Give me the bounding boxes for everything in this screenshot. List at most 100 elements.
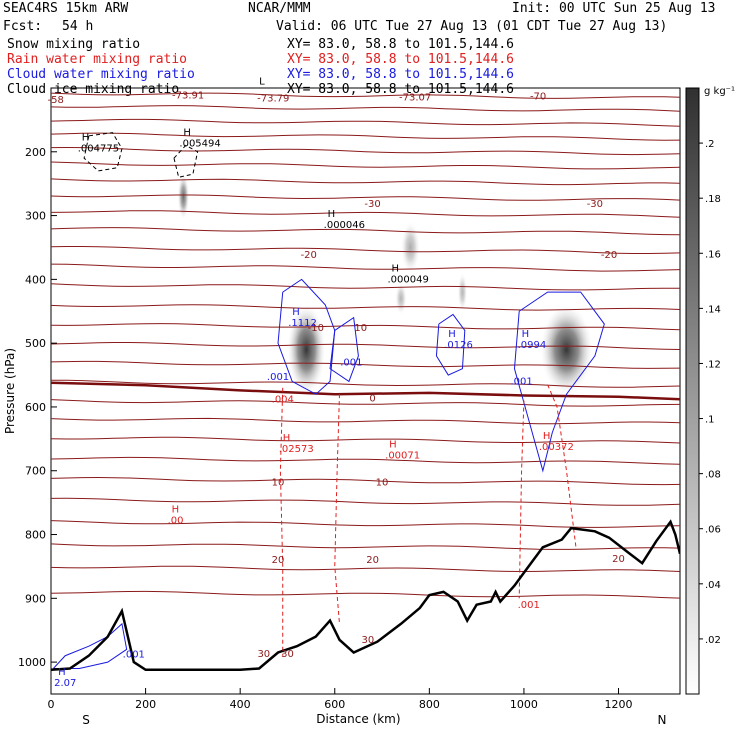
isotherm-line xyxy=(51,379,680,388)
isotherm-line xyxy=(51,360,680,369)
extremum-marker: H xyxy=(448,329,456,340)
field-snow-name: Snow mixing ratio xyxy=(7,37,140,52)
extremum-marker: H xyxy=(58,667,66,678)
isotherm-line xyxy=(51,263,680,272)
isotherm-line xyxy=(51,118,680,127)
isotherm-line xyxy=(51,178,680,186)
y-tick-label: 700 xyxy=(25,465,46,478)
colorbar-tick-label: .16 xyxy=(705,249,721,260)
isotherm-line xyxy=(51,246,680,254)
north-end-label: N xyxy=(658,713,667,727)
isotherm-label: -73.07 xyxy=(399,92,431,103)
rain-contour xyxy=(518,400,525,599)
plot-area xyxy=(51,92,680,672)
mixing-ratio-shading xyxy=(457,272,468,312)
colorbar-unit: g kg⁻¹ xyxy=(704,86,735,97)
extremum-marker: H xyxy=(328,209,336,220)
y-tick-label: 800 xyxy=(25,529,46,542)
isotherm-line xyxy=(51,497,680,506)
isotherm-line xyxy=(51,105,680,112)
isotherm-label: 0 xyxy=(369,393,375,404)
isotherm-label: 10 xyxy=(272,478,285,489)
extremum-value: .001 xyxy=(518,600,540,611)
field-snow-xy: XY= 83.0, 58.8 to 101.5,144.6 xyxy=(287,37,514,52)
south-end-label: S xyxy=(82,713,90,727)
cloud-water-contour xyxy=(435,313,466,376)
cloud-water-contour xyxy=(52,622,128,669)
y-tick-label: 200 xyxy=(25,146,46,159)
isotherm-label: 30 xyxy=(257,649,270,660)
valid-time: Valid: 06 UTC Tue 27 Aug 13 (01 CDT Tue … xyxy=(276,19,667,34)
field-rain-name: Rain water mixing ratio xyxy=(7,52,187,67)
extremum-value: .001 xyxy=(123,650,145,661)
isotherm-line xyxy=(51,543,680,550)
extremum-marker: H xyxy=(183,128,191,139)
terrain-line xyxy=(51,519,680,672)
extremum-value: .001 xyxy=(340,357,362,368)
colorbar-tick-label: .14 xyxy=(705,304,721,315)
field-cloudwater-xy: XY= 83.0, 58.8 to 101.5,144.6 xyxy=(287,67,514,82)
extremum-value: .0994 xyxy=(518,340,547,351)
x-tick-label: 800 xyxy=(419,698,440,711)
isotherm-label: 30 xyxy=(361,635,374,646)
extremum-marker: H xyxy=(283,433,291,444)
rain-contour xyxy=(547,384,577,548)
cloud-water-contour xyxy=(329,316,359,383)
field-cloudice-xy: XY= 83.0, 58.8 to 101.5,144.6 xyxy=(287,82,514,97)
extremum-value: .000046 xyxy=(324,220,365,231)
colorbar-tick-label: .04 xyxy=(705,580,721,591)
x-tick-label: 1000 xyxy=(510,698,538,711)
zero-isotherm-line xyxy=(51,381,680,401)
extremum-marker: H xyxy=(82,133,90,144)
isotherm-line xyxy=(51,323,680,331)
mixing-ratio-shading xyxy=(540,304,593,395)
x-tick-label: 400 xyxy=(230,698,251,711)
isotherm-line xyxy=(51,399,680,407)
colorbar-tick-label: .1 xyxy=(705,415,715,426)
colorbar-tick-label: .12 xyxy=(705,359,721,370)
isotherm-label: -20 xyxy=(301,250,317,261)
isotherm-label: -58 xyxy=(48,95,64,106)
isotherm-line xyxy=(51,227,680,236)
extremum-value: .00372 xyxy=(539,442,574,453)
extremum-marker: H xyxy=(172,505,180,516)
extremum-value: .00071 xyxy=(385,451,420,462)
contour-labels: -73.91 -73.79 -73.07 -70 -58 -30 -30 -20 -20 -10 1… xyxy=(48,77,625,690)
plot-frame xyxy=(50,87,681,695)
x-tick-label: 200 xyxy=(135,698,156,711)
colorbar-tick-label: .06 xyxy=(705,525,721,536)
extremum-marker: H xyxy=(543,431,551,442)
isotherm-label: -20 xyxy=(601,250,617,261)
isotherm-label: -73.91 xyxy=(172,90,204,101)
init-time: Init: 00 UTC Sun 25 Aug 13 xyxy=(512,1,716,16)
extremum-value: .1112 xyxy=(288,318,317,329)
isotherm-label: 20 xyxy=(366,555,379,566)
isotherm-line xyxy=(51,476,680,486)
isotherm-label: 20 xyxy=(272,555,285,566)
x-tick-label: 600 xyxy=(324,698,345,711)
org-label: NCAR/MMM xyxy=(248,1,311,16)
fcst-value: 54 h xyxy=(62,19,93,34)
field-cloudwater-name: Cloud water mixing ratio xyxy=(7,67,195,82)
isotherm-label: -30 xyxy=(364,199,380,210)
field-rain-xy: XY= 83.0, 58.8 to 101.5,144.6 xyxy=(287,52,514,67)
y-tick-label: 600 xyxy=(25,401,46,414)
y-tick-label: 300 xyxy=(25,210,46,223)
x-tick-label: 0 xyxy=(48,698,55,711)
isotherm-line xyxy=(51,342,680,350)
extremum-value: .005494 xyxy=(179,139,220,150)
extremum-marker: H xyxy=(292,307,300,318)
y-tick-label: 400 xyxy=(25,273,46,286)
isotherm-line xyxy=(51,304,680,311)
colorbar-tick-label: .08 xyxy=(705,470,721,481)
extremum-value: .001 xyxy=(510,377,532,388)
extremum-marker: L xyxy=(259,77,265,88)
isotherm-line xyxy=(51,146,680,156)
extremum-value: .000049 xyxy=(388,274,429,285)
colorbar-tick-label: .2 xyxy=(705,139,715,150)
isotherm-line xyxy=(51,161,680,170)
mixing-ratio-shading xyxy=(177,174,190,219)
extremum-value: .00 xyxy=(168,516,184,527)
isotherm-line xyxy=(51,92,680,99)
